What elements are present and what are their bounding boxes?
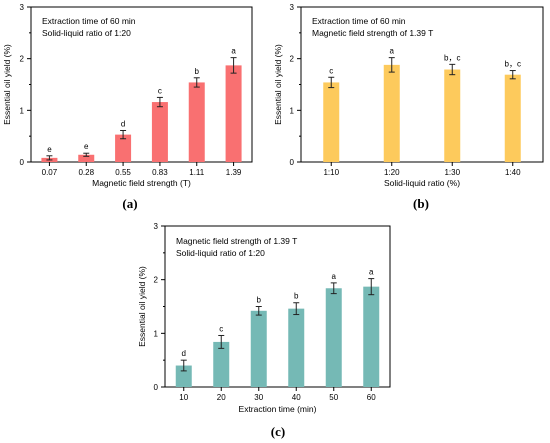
bar [444, 69, 461, 162]
bar [78, 154, 95, 162]
chart-panel-3: 0 1 2 3 d 10 c 20 b 30 b 40 a 50 a 60 Extraction time (m… [137, 222, 391, 439]
y-tick-label: 0 [20, 158, 25, 167]
x-tick-label: 0.07 [42, 168, 58, 177]
significance-letter: b，c [444, 53, 460, 62]
x-axis-label: Solid-liquid ratio (%) [384, 178, 460, 188]
bar [323, 82, 340, 162]
x-tick-label: 1:10 [323, 168, 339, 177]
significance-letter: e [84, 142, 89, 151]
chart-panel-2: 0 1 2 3 c 1:10 a 1:20 b，c 1:30 b，c 1:40 Solid-liquid… [273, 3, 544, 211]
significance-letter: a [369, 268, 374, 277]
significance-letter: e [47, 145, 52, 154]
y-tick-label: 1 [20, 106, 25, 115]
significance-letter: c [219, 324, 223, 333]
annotation-text: Solid-liquid ratio of 1:20 [176, 248, 265, 258]
x-tick-label: 1:30 [444, 168, 460, 177]
bar [504, 74, 521, 162]
annotation-text: Extraction time of 60 min [42, 16, 136, 26]
annotation-text: Solid-liquid ratio of 1:20 [42, 28, 131, 38]
panel-label: (a) [122, 196, 137, 211]
significance-letter: b [195, 67, 200, 76]
x-tick-label: 50 [329, 393, 338, 402]
y-tick-label: 1 [290, 106, 295, 115]
x-axis-label: Extraction time (min) [239, 404, 317, 414]
chart-panel-1: 0 1 2 3 e 0.07 e 0.28 d 0.55 c 0.83 b 1.11 a 1.39 Magnet… [2, 3, 253, 211]
x-tick-label: 1:40 [505, 168, 521, 177]
y-tick-label: 2 [290, 55, 295, 64]
x-tick-label: 0.55 [115, 168, 131, 177]
bar [325, 288, 342, 387]
x-axis-label: Magnetic field strength (T) [92, 178, 191, 188]
y-axis-label: Essential oil yield (%) [2, 44, 12, 125]
significance-letter: b，c [505, 60, 521, 69]
x-tick-label: 1:20 [384, 168, 400, 177]
annotation-text: Magnetic field strength of 1.39 T [176, 236, 297, 246]
x-tick-label: 1.11 [189, 168, 205, 177]
significance-letter: c [158, 86, 162, 95]
significance-letter: d [182, 349, 186, 358]
y-tick-label: 3 [20, 3, 25, 12]
x-tick-label: 30 [254, 393, 263, 402]
bar [188, 82, 205, 162]
significance-letter: a [332, 272, 337, 281]
y-tick-label: 1 [154, 329, 159, 338]
significance-letter: c [329, 66, 333, 75]
x-tick-label: 10 [179, 393, 188, 402]
significance-letter: a [390, 47, 395, 56]
significance-letter: a [231, 47, 236, 56]
y-tick-label: 3 [290, 3, 295, 12]
y-tick-label: 3 [154, 222, 159, 231]
bar [151, 102, 168, 162]
bar [288, 308, 305, 387]
bar [363, 286, 380, 387]
bar [115, 134, 132, 162]
x-tick-label: 1.39 [226, 168, 242, 177]
y-tick-label: 2 [154, 276, 159, 285]
x-tick-label: 60 [367, 393, 376, 402]
bar [225, 65, 242, 162]
y-tick-label: 0 [290, 158, 295, 167]
y-tick-label: 0 [154, 383, 159, 392]
significance-letter: b [294, 292, 299, 301]
significance-letter: b [257, 296, 262, 305]
bar [250, 310, 267, 387]
x-tick-label: 20 [217, 393, 226, 402]
annotation-text: Extraction time of 60 min [312, 16, 406, 26]
x-tick-label: 40 [292, 393, 301, 402]
annotation-text: Magnetic field strength of 1.39 T [312, 28, 433, 38]
panel-label: (c) [271, 424, 285, 439]
bar [175, 365, 192, 387]
panel-label: (b) [413, 196, 429, 211]
significance-letter: d [121, 119, 125, 128]
x-tick-label: 0.83 [152, 168, 168, 177]
y-tick-label: 2 [20, 55, 25, 64]
x-tick-label: 0.28 [78, 168, 94, 177]
bar [213, 341, 230, 387]
y-axis-label: Essential oil yield (%) [137, 266, 147, 347]
y-axis-label: Essential oil yield (%) [273, 44, 283, 125]
bar [383, 64, 400, 162]
